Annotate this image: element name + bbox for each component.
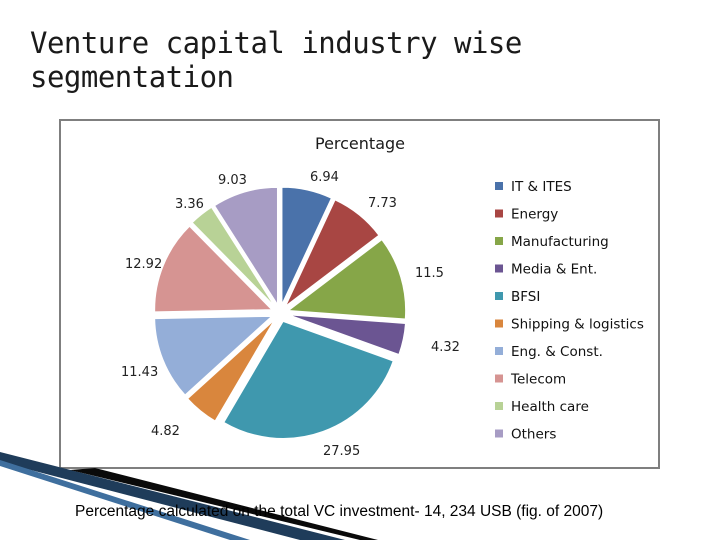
slice-data-label: 6.94 <box>310 170 339 185</box>
legend-label: Telecom <box>510 372 566 388</box>
legend-swatch <box>495 347 503 355</box>
slice-data-label: 27.95 <box>323 444 360 459</box>
legend-swatch <box>495 429 503 438</box>
chart-frame: Percentage 6.94 7.73 11.5 4.32 27.95 4.82 11.4… <box>59 119 660 469</box>
legend-swatch <box>495 374 503 383</box>
slice-data-label: 7.73 <box>368 196 397 211</box>
legend-label: IT & ITES <box>511 179 572 195</box>
pie-slice <box>285 199 380 307</box>
slice-data-label: 9.03 <box>218 173 247 188</box>
pie-slice <box>191 206 275 307</box>
pie-slice <box>154 315 273 396</box>
legend-swatch <box>495 209 503 218</box>
legend-label: Health care <box>511 399 589 415</box>
pie-slice <box>223 320 394 439</box>
chart-title: Percentage <box>315 134 405 153</box>
legend-label: Energy <box>511 207 558 223</box>
slice-data-label: 12.92 <box>125 257 162 272</box>
legend-label: Manufacturing <box>511 234 609 250</box>
legend-swatch <box>495 402 503 410</box>
slice-data-label: 3.36 <box>175 197 204 212</box>
pie-slice <box>213 186 278 307</box>
pie-slice <box>187 319 275 422</box>
slice-data-label: 4.32 <box>431 340 460 355</box>
legend-swatch <box>495 182 503 190</box>
legend-label: Shipping & logistics <box>511 317 644 333</box>
slice-data-label: 11.5 <box>415 266 444 281</box>
pie-slice <box>281 186 333 305</box>
pie-slice <box>287 239 407 320</box>
legend-swatch <box>495 264 503 273</box>
legend-label: BFSI <box>511 289 540 305</box>
slice-data-label: 4.82 <box>151 424 180 439</box>
legend-label: Others <box>511 427 556 443</box>
legend-label: Eng. & Const. <box>511 344 603 360</box>
footnote: Percentage calculated on the total VC in… <box>75 503 604 520</box>
legend-swatch <box>495 237 503 245</box>
legend-swatch <box>495 292 503 300</box>
pie-slice <box>154 225 273 313</box>
pie-chart: Percentage 6.94 7.73 11.5 4.32 27.95 4.82 11.4… <box>121 134 644 459</box>
slice-data-label: 11.43 <box>121 365 158 380</box>
slide-title: Venture capital industry wise segmentati… <box>30 26 522 94</box>
legend-swatch <box>495 319 503 328</box>
legend-label: Media & Ent. <box>511 262 597 278</box>
pie-slice <box>288 314 407 356</box>
